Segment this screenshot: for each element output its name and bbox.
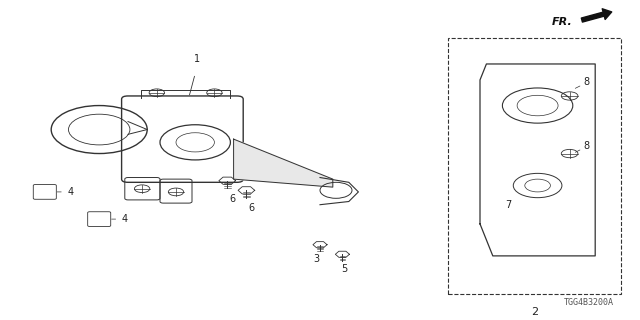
Text: 3: 3: [314, 254, 320, 264]
FancyArrowPatch shape: [581, 9, 612, 22]
Polygon shape: [234, 139, 333, 187]
Text: TGG4B3200A: TGG4B3200A: [564, 298, 614, 307]
Text: 1: 1: [194, 54, 200, 64]
Text: 4: 4: [67, 187, 74, 197]
Text: 7: 7: [506, 200, 512, 210]
Text: FR.: FR.: [552, 17, 573, 28]
Text: 6: 6: [248, 203, 255, 213]
Text: 4: 4: [122, 214, 128, 224]
Text: 5: 5: [341, 264, 348, 274]
Text: 6: 6: [229, 194, 236, 204]
Text: 8: 8: [584, 140, 590, 150]
Text: 8: 8: [584, 76, 590, 87]
Text: 2: 2: [531, 307, 538, 317]
